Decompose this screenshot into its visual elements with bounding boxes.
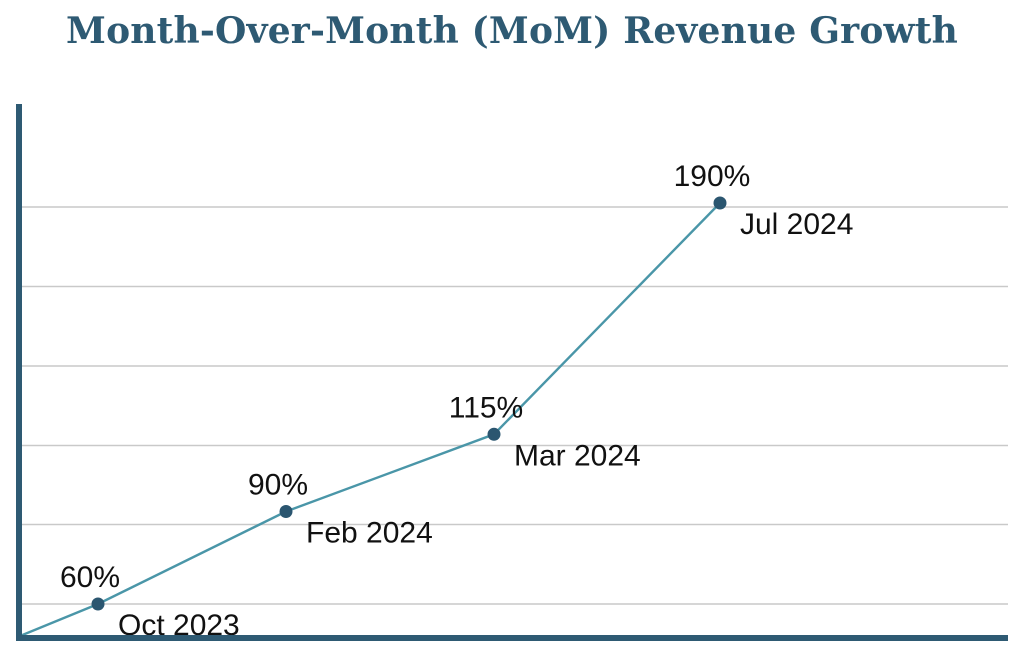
data-point <box>91 597 105 611</box>
value-label: 90% <box>248 468 308 501</box>
date-label: Jul 2024 <box>740 208 853 241</box>
data-points <box>91 196 727 611</box>
value-label: 60% <box>60 561 120 594</box>
date-label: Mar 2024 <box>514 439 641 472</box>
series-line <box>19 202 721 638</box>
value-label: 190% <box>674 160 751 193</box>
gridlines <box>20 206 1008 605</box>
value-label: 115% <box>449 391 524 424</box>
data-point <box>487 427 501 441</box>
chart-title: Month-Over-Month (MoM) Revenue Growth <box>66 10 958 52</box>
data-point <box>713 196 727 210</box>
data-point <box>279 505 293 518</box>
date-label: Feb 2024 <box>306 516 433 549</box>
